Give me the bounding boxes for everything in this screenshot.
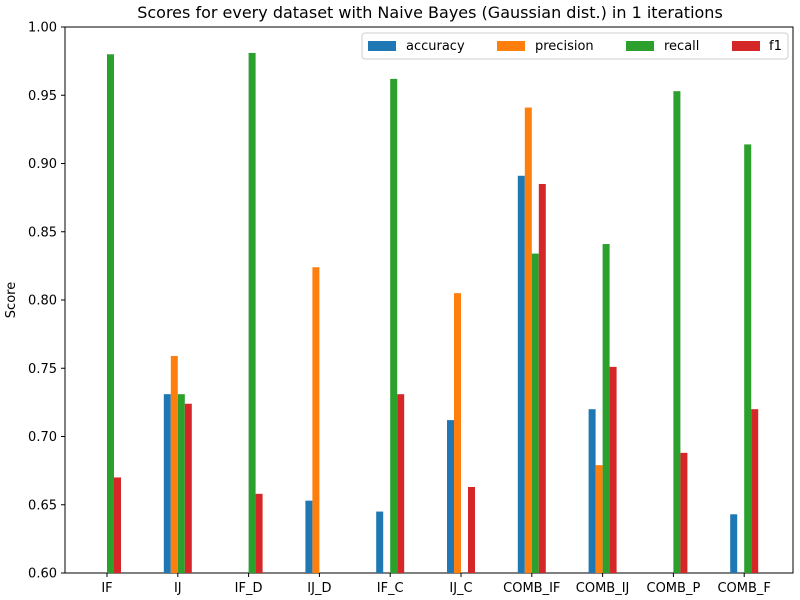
y-tick-label: 0.60 bbox=[28, 567, 57, 582]
bar-recall-comb-f bbox=[744, 144, 751, 573]
bar-precision-ij-c bbox=[454, 293, 461, 573]
bar-recall-if-c bbox=[390, 79, 397, 573]
y-tick-label: 0.75 bbox=[28, 362, 57, 377]
bar-precision-comb-if bbox=[525, 108, 532, 573]
bar-f1-if-d bbox=[256, 494, 263, 573]
y-tick-label: 0.65 bbox=[28, 498, 57, 513]
x-tick-label: IF_D bbox=[235, 581, 263, 596]
legend-swatch-f1 bbox=[732, 41, 760, 51]
y-axis-label: Score bbox=[4, 282, 19, 318]
bar-accuracy-comb-ij bbox=[589, 409, 596, 573]
y-tick-label: 0.95 bbox=[28, 89, 57, 104]
y-tick-label: 0.70 bbox=[28, 430, 57, 445]
legend-label-recall: recall bbox=[664, 39, 699, 54]
bar-precision-ij bbox=[171, 356, 178, 573]
legend: accuracy precision recall f1 bbox=[362, 33, 788, 59]
bar-accuracy-comb-if bbox=[518, 176, 525, 573]
legend-label-f1: f1 bbox=[769, 39, 782, 54]
bar-recall-comb-ij bbox=[603, 244, 610, 573]
x-tick-label: COMB_F bbox=[717, 581, 770, 596]
bar-f1-comb-f bbox=[751, 409, 758, 573]
bar-f1-ij-c bbox=[468, 487, 475, 573]
legend-swatch-precision bbox=[497, 41, 525, 51]
legend-label-precision: precision bbox=[535, 39, 594, 54]
legend-label-accuracy: accuracy bbox=[406, 39, 465, 54]
bar-recall-if-d bbox=[249, 53, 256, 573]
legend-swatch-accuracy bbox=[368, 41, 396, 51]
bar-f1-ij bbox=[185, 404, 192, 573]
y-tick-label: 1.00 bbox=[28, 21, 57, 36]
bar-accuracy-ij bbox=[164, 394, 171, 573]
bar-recall-comb-if bbox=[532, 254, 539, 573]
bar-f1-if bbox=[114, 477, 121, 573]
x-tick-label: COMB_IF bbox=[503, 581, 560, 596]
bar-f1-comb-ij bbox=[610, 367, 617, 573]
y-tick-label: 0.85 bbox=[28, 225, 57, 240]
x-tick-label: IJ_C bbox=[449, 581, 472, 596]
bar-precision-comb-ij bbox=[596, 465, 603, 573]
bar-accuracy-comb-f bbox=[730, 514, 737, 573]
bars-group bbox=[107, 53, 758, 573]
chart-title: Scores for every dataset with Naive Baye… bbox=[137, 3, 723, 22]
x-tick-label: COMB_P bbox=[647, 581, 701, 596]
x-tick-label: IJ bbox=[174, 581, 182, 596]
x-tick-label: IF bbox=[101, 581, 112, 596]
bar-recall-comb-p bbox=[673, 91, 680, 573]
bar-f1-if-c bbox=[397, 394, 404, 573]
bar-accuracy-if-c bbox=[376, 512, 383, 573]
x-tick-label: IF_C bbox=[377, 581, 404, 596]
bar-precision-ij-d bbox=[312, 267, 319, 573]
x-axis-ticks: IF IJ IF_D IJ_D IF_C IJ_C COMB_IF COMB_IJ COMB_P… bbox=[101, 573, 771, 596]
x-tick-label: COMB_IJ bbox=[576, 581, 630, 596]
y-tick-label: 0.80 bbox=[28, 294, 57, 309]
y-axis-ticks: 0.60 0.65 0.70 0.75 0.80 0.85 0.90 0.95 1.00 bbox=[28, 21, 65, 582]
y-tick-label: 0.90 bbox=[28, 157, 57, 172]
bar-accuracy-ij-c bbox=[447, 420, 454, 573]
legend-swatch-recall bbox=[626, 41, 654, 51]
x-tick-label: IJ_D bbox=[307, 581, 331, 596]
bar-recall-if bbox=[107, 54, 114, 573]
bar-f1-comb-if bbox=[539, 184, 546, 573]
bar-f1-comb-p bbox=[680, 453, 687, 573]
bar-accuracy-ij-d bbox=[305, 501, 312, 573]
bar-recall-ij bbox=[178, 394, 185, 573]
